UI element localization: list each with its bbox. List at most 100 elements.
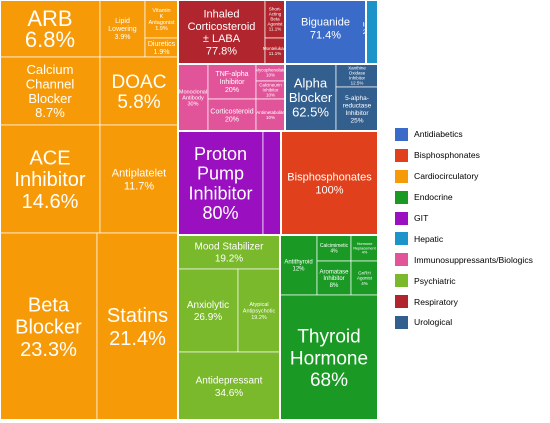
treemap-label: Inhibitor: [188, 183, 252, 203]
treemap-rect: [0, 124, 101, 234]
legend-label: Endocrine: [414, 192, 453, 203]
treemap-label: Corticosteroid: [210, 108, 253, 115]
treemap-label: Hormone: [290, 348, 368, 369]
treemap-label: 5.8%: [117, 92, 160, 113]
treemap-rect: [255, 98, 286, 132]
treemap-label: 100%: [315, 185, 343, 197]
treemap-label: Mood Stabilizer: [195, 242, 265, 253]
treemap-rect: [177, 268, 239, 353]
group-border: [279, 234, 379, 421]
legend: Antidiabetics Bisphosphonates Cardiocircul…: [395, 124, 533, 333]
treemap-label: 77.8%: [206, 45, 237, 57]
treemap-label: GnRH: [358, 270, 371, 275]
treemap-label: 25%: [350, 118, 363, 125]
legend-swatch: [395, 211, 408, 225]
treemap-label: 23.3%: [20, 339, 77, 361]
treemap-label: 10%: [266, 73, 275, 78]
treemap-label: TNF-alpha: [215, 71, 248, 78]
treemap-label: Bisphosphonates: [287, 171, 372, 183]
legend-swatch: [395, 169, 408, 183]
legend-label: Immunosuppressants/Biologics: [414, 254, 533, 265]
treemap-label: Diuretics: [148, 41, 176, 48]
legend-swatch: [395, 148, 408, 162]
legend-label: Psychiatric: [414, 275, 456, 286]
treemap-label: Inhibitor: [262, 88, 279, 93]
legend-swatch: [395, 127, 408, 141]
legend-label: Antidiabetics: [414, 129, 463, 140]
legend-item-urological: Urological: [395, 312, 533, 333]
treemap-rect: [280, 130, 379, 236]
treemap-label: ARB: [27, 6, 72, 31]
treemap-label: Acting: [269, 12, 282, 17]
legend-swatch: [395, 190, 408, 204]
treemap-label: 11.1%: [269, 51, 281, 56]
treemap-label: 19.2%: [251, 315, 267, 321]
treemap-label: 10%: [266, 93, 275, 98]
treemap-label: 4%: [330, 249, 338, 255]
legend-label: Bisphosphonates: [414, 150, 480, 161]
treemap-rect: [0, 232, 98, 421]
treemap-label: Inhibitor: [14, 169, 85, 191]
legend-item-cardiocirculatory: Cardiocirculatory: [395, 166, 533, 187]
treemap-label: Thyroid: [297, 326, 360, 347]
treemap-label: Calcium: [27, 62, 74, 77]
treemap-label: Inhibitor: [349, 76, 366, 81]
treemap-rect: [284, 63, 337, 132]
legend-label: Respiratory: [414, 296, 458, 307]
treemap-label: Lipid: [115, 18, 130, 25]
treemap-label: 11.1%: [269, 27, 281, 32]
treemap-label: 14.6%: [22, 191, 79, 213]
treemap-label: 21.4%: [109, 328, 166, 350]
treemap-label: 71.4%: [310, 29, 341, 41]
treemap-label: ± LABA: [203, 33, 241, 45]
treemap-label: Antidepressant: [196, 375, 263, 386]
treemap-label: 20%: [225, 87, 239, 94]
treemap-label: Inhibitor: [345, 110, 369, 117]
treemap-label: Antibody: [182, 95, 204, 101]
treemap-cell-hepatic: [365, 0, 379, 65]
legend-swatch: [395, 274, 408, 288]
treemap-label: Lowering: [108, 26, 137, 33]
legend-item-endocrine: Endocrine: [395, 187, 533, 208]
legend-item-hepatic: Hepatic: [395, 228, 533, 249]
treemap-rect: [177, 0, 266, 65]
treemap-label: Agonist: [267, 22, 283, 27]
treemap-label: Vitamin: [152, 8, 170, 14]
treemap-rect: [237, 268, 281, 353]
legend-label: GIT: [414, 213, 429, 223]
treemap-rect: [96, 232, 179, 421]
treemap-label: 4%: [362, 251, 368, 255]
treemap-label: 4%: [361, 281, 368, 286]
treemap-label: 3.9%: [115, 34, 131, 41]
legend-item-git: GIT: [395, 208, 533, 229]
legend-swatch: [395, 253, 408, 267]
treemap-label: 12.5%: [351, 81, 364, 86]
treemap-label: 5-alpha-: [345, 95, 369, 102]
legend-label: Cardiocirculatory: [414, 171, 479, 182]
treemap-label: 68%: [310, 370, 348, 391]
treemap-label: K: [160, 14, 164, 20]
treemap-label: Agonist: [357, 276, 373, 281]
treemap-label: Biguanide: [301, 17, 350, 29]
treemap-rect: [0, 0, 101, 58]
treemap-label: 11.7%: [124, 180, 155, 192]
treemap-label: Blocker: [28, 91, 72, 106]
treemap-label: Inhibitor: [323, 276, 344, 282]
